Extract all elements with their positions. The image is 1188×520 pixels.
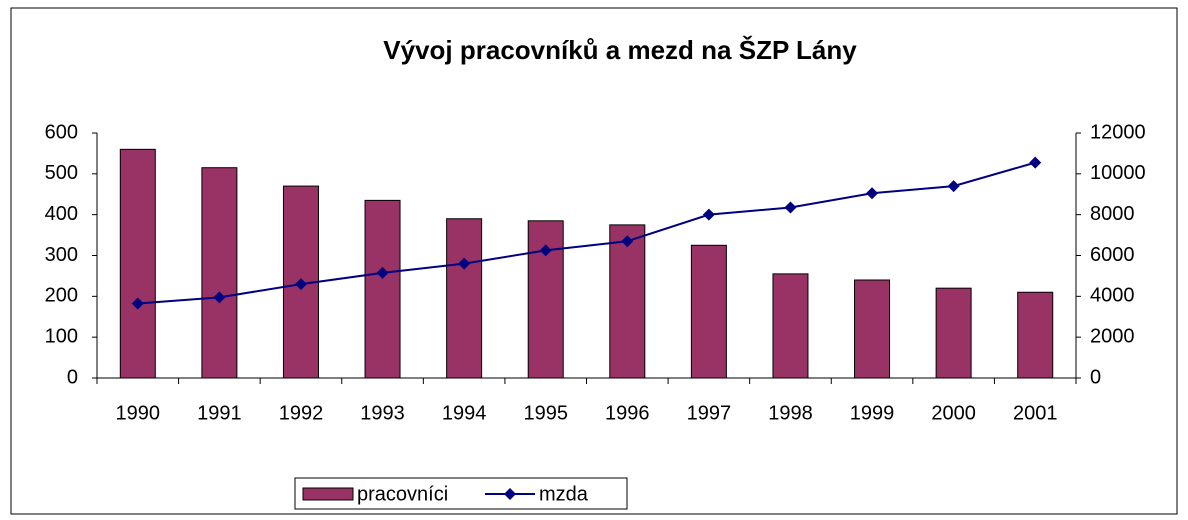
y-tick-label: 0 bbox=[67, 366, 78, 388]
x-tick-label: 1993 bbox=[360, 402, 405, 424]
bar bbox=[119, 148, 156, 379]
marker bbox=[539, 244, 552, 257]
chart-title: Vývoj pracovníků a mezd na ŠZP Lány bbox=[383, 35, 857, 65]
marker bbox=[621, 235, 634, 248]
y-tick-label: 500 bbox=[45, 162, 78, 184]
bar bbox=[364, 199, 401, 379]
y2-tick-label: 8000 bbox=[1090, 203, 1135, 225]
line bbox=[137, 161, 1036, 305]
x-tick-label: 1996 bbox=[605, 402, 650, 424]
marker bbox=[213, 291, 226, 304]
marker bbox=[1029, 156, 1042, 169]
marker bbox=[702, 208, 715, 221]
y2-tick-label: 10000 bbox=[1090, 162, 1146, 184]
y2-tick-label: 6000 bbox=[1090, 244, 1135, 266]
legend-label: pracovníci bbox=[357, 483, 448, 505]
y2-tick-label: 0 bbox=[1090, 366, 1101, 388]
bar bbox=[609, 224, 646, 379]
x-tick-label: 1994 bbox=[442, 402, 487, 424]
bar bbox=[854, 279, 891, 379]
bar bbox=[1017, 291, 1054, 379]
x-tick-label: 1999 bbox=[850, 402, 895, 424]
y2-tick-label: 12000 bbox=[1090, 121, 1146, 143]
y-tick-label: 600 bbox=[45, 121, 78, 143]
marker bbox=[294, 278, 307, 291]
x-tick-label: 1998 bbox=[768, 402, 813, 424]
y-tick-label: 300 bbox=[45, 244, 78, 266]
bar bbox=[690, 244, 727, 379]
marker bbox=[376, 266, 389, 279]
bar bbox=[201, 167, 238, 379]
bar bbox=[446, 218, 483, 379]
bar bbox=[935, 287, 972, 379]
marker bbox=[947, 180, 960, 193]
marker bbox=[784, 201, 797, 214]
legend-swatch bbox=[302, 487, 354, 501]
x-tick-label: 1995 bbox=[523, 402, 568, 424]
x-tick-label: 2000 bbox=[931, 402, 976, 424]
x-tick-label: 1992 bbox=[279, 402, 324, 424]
x-tick-label: 1991 bbox=[197, 402, 242, 424]
y-tick-label: 100 bbox=[45, 325, 78, 347]
marker bbox=[866, 187, 879, 200]
bar bbox=[772, 273, 809, 379]
legend-label: mzda bbox=[539, 483, 589, 505]
x-tick-label: 2001 bbox=[1013, 402, 1058, 424]
marker bbox=[131, 297, 144, 310]
bar bbox=[527, 220, 564, 379]
chart-border bbox=[10, 7, 1178, 515]
legend-marker bbox=[504, 488, 516, 500]
y2-tick-label: 2000 bbox=[1090, 325, 1135, 347]
x-tick-label: 1997 bbox=[687, 402, 732, 424]
y2-tick-label: 4000 bbox=[1090, 285, 1135, 307]
x-tick-label: 1990 bbox=[116, 402, 161, 424]
y-tick-label: 200 bbox=[45, 285, 78, 307]
marker bbox=[458, 257, 471, 270]
y-tick-label: 400 bbox=[45, 203, 78, 225]
